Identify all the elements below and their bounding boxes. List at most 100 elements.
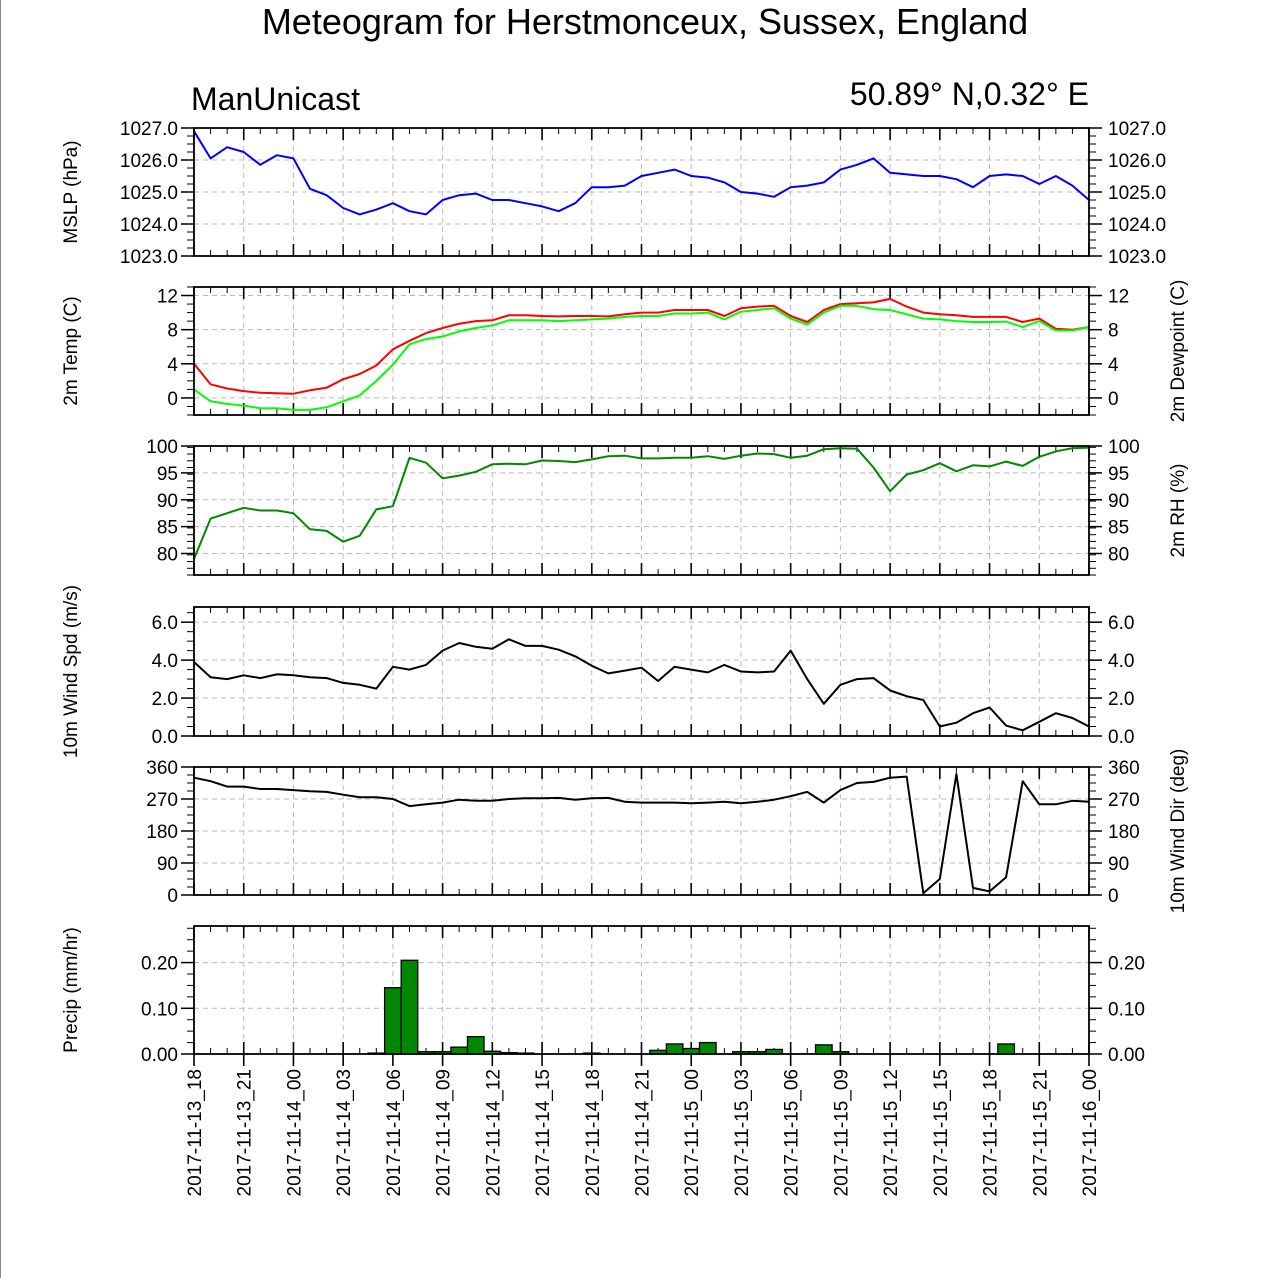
y-axis-title-right: 2m Dewpoint (C)	[1168, 280, 1189, 423]
precip-bar	[997, 1043, 1016, 1055]
x-tick-label: 2017-11-15_12	[881, 1069, 902, 1196]
y-tick-label-right: 1027.0	[1108, 119, 1166, 140]
y-tick-label-right: 1025.0	[1108, 183, 1166, 204]
y-tick-label-right: 90	[1108, 491, 1129, 512]
y-tick-label: 85	[157, 518, 178, 539]
series-line-3-0	[193, 638, 1090, 732]
precip-bar	[450, 1046, 469, 1055]
y-tick-label-right: 0.0	[1108, 727, 1134, 748]
x-tick-label: 2017-11-16_00	[1080, 1069, 1101, 1196]
y-tick-label: 2.0	[152, 689, 178, 710]
y-tick-label-right: 0.10	[1108, 999, 1145, 1020]
y-tick-label: 1024.0	[120, 215, 178, 236]
x-tick-label: 2017-11-14_21	[633, 1069, 654, 1196]
x-tick-label: 2017-11-14_15	[533, 1069, 554, 1196]
panel-frame	[193, 925, 1090, 1055]
y-tick-label: 95	[157, 464, 178, 485]
y-tick-label-right: 1023.0	[1108, 247, 1166, 268]
y-tick-label-right: 85	[1108, 518, 1129, 539]
model-label: ManUnicast	[191, 81, 360, 117]
y-tick-label-right: 0.20	[1108, 954, 1145, 975]
series-line-0-0	[193, 130, 1090, 216]
y-tick-label-right: 1026.0	[1108, 151, 1166, 172]
y-axis-title-left: MSLP (hPa)	[61, 140, 82, 243]
precip-bar	[814, 1044, 833, 1055]
y-tick-label: 0.0	[152, 727, 178, 748]
y-tick-label: 4.0	[152, 651, 178, 672]
y-tick-label: 90	[157, 491, 178, 512]
series-line-2-0	[193, 446, 1090, 560]
x-tick-label: 2017-11-15_00	[682, 1069, 703, 1196]
y-tick-label-right: 90	[1108, 854, 1129, 875]
y-tick-label: 1025.0	[120, 183, 178, 204]
y-axis-title-left: Precip (mm/hr)	[61, 927, 82, 1053]
y-tick-label-right: 0.00	[1108, 1045, 1145, 1066]
series-line-1-1	[193, 304, 1090, 411]
x-tick-label: 2017-11-15_03	[732, 1069, 753, 1196]
panel-frame	[193, 606, 1090, 737]
y-tick-label-right: 180	[1108, 822, 1140, 843]
y-tick-label-right: 360	[1108, 758, 1140, 779]
series-line-4-0	[193, 773, 1090, 895]
x-tick-label: 2017-11-14_18	[583, 1069, 604, 1196]
precip-bar	[665, 1043, 684, 1055]
panel-frame	[193, 445, 1090, 576]
y-axis-title-left: 2m Temp (C)	[61, 296, 82, 405]
y-tick-label: 12	[157, 287, 178, 308]
y-tick-label: 0	[167, 886, 178, 907]
y-axis-title-left: 10m Wind Spd (m/s)	[61, 585, 82, 758]
x-tick-label: 2017-11-15_06	[782, 1069, 803, 1196]
y-tick-label-right: 95	[1108, 464, 1129, 485]
y-tick-label-right: 2.0	[1108, 689, 1134, 710]
y-tick-label: 8	[167, 321, 178, 342]
y-tick-label-right: 0	[1108, 389, 1119, 410]
y-tick-label-right: 6.0	[1108, 613, 1134, 634]
precip-bar	[698, 1041, 717, 1055]
x-tick-label: 2017-11-14_09	[434, 1069, 455, 1196]
precip-bar	[383, 987, 402, 1055]
x-tick-label: 2017-11-14_00	[284, 1069, 305, 1196]
y-tick-label-right: 100	[1108, 437, 1140, 458]
y-axis-title-right: 10m Wind Dir (deg)	[1168, 749, 1189, 914]
y-tick-label: 4	[167, 355, 178, 376]
panel-frame	[193, 127, 1090, 257]
x-tick-label: 2017-11-13_21	[235, 1069, 256, 1196]
y-tick-label: 80	[157, 545, 178, 566]
y-tick-label: 1027.0	[120, 119, 178, 140]
y-tick-label: 1026.0	[120, 151, 178, 172]
y-tick-label: 90	[157, 854, 178, 875]
location-label: 50.89° N,0.32° E	[850, 76, 1089, 112]
y-tick-label-right: 12	[1108, 287, 1129, 308]
y-tick-label-right: 1024.0	[1108, 215, 1166, 236]
y-tick-label: 270	[146, 790, 178, 811]
x-tick-label: 2017-11-15_09	[831, 1069, 852, 1196]
y-tick-label: 0.10	[141, 999, 178, 1020]
y-tick-label-right: 80	[1108, 545, 1129, 566]
panel-frame	[193, 286, 1090, 416]
y-tick-label: 0	[167, 389, 178, 410]
y-tick-label: 1023.0	[120, 247, 178, 268]
y-tick-label-right: 4.0	[1108, 651, 1134, 672]
y-tick-label-right: 4	[1108, 355, 1119, 376]
y-tick-label-right: 270	[1108, 790, 1140, 811]
precip-bar	[400, 959, 419, 1055]
series-line-1-0	[193, 297, 1090, 395]
x-tick-label: 2017-11-14_06	[384, 1069, 405, 1196]
y-tick-label: 360	[146, 758, 178, 779]
panel-frame	[193, 766, 1090, 896]
x-tick-label: 2017-11-15_21	[1030, 1069, 1051, 1196]
y-tick-label: 6.0	[152, 613, 178, 634]
y-tick-label-right: 0	[1108, 886, 1119, 907]
y-tick-label: 180	[146, 822, 178, 843]
y-tick-label: 100	[146, 437, 178, 458]
x-tick-label: 2017-11-13_18	[185, 1069, 206, 1196]
y-axis-title-right: 2m RH (%)	[1168, 464, 1189, 558]
precip-bar	[466, 1035, 485, 1055]
chart-title: Meteogram for Herstmonceux, Sussex, Engl…	[262, 1, 1028, 42]
x-tick-label: 2017-11-15_18	[981, 1069, 1002, 1196]
y-tick-label: 0.20	[141, 954, 178, 975]
x-tick-label: 2017-11-14_03	[334, 1069, 355, 1196]
y-tick-label: 0.00	[141, 1045, 178, 1066]
